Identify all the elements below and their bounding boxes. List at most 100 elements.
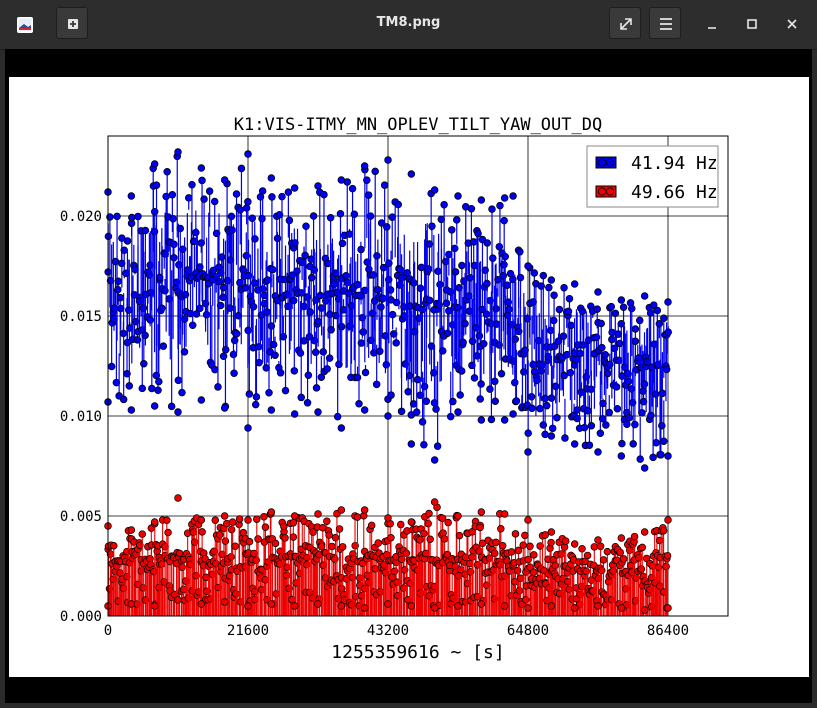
x-axis-label: 1255359616 ~ [s]	[331, 642, 504, 663]
data-point	[377, 303, 385, 311]
data-point-min	[220, 598, 229, 606]
y-tick-label: 0.005	[60, 509, 102, 525]
data-point	[590, 543, 599, 551]
new-document-button[interactable]	[56, 7, 88, 39]
data-point	[432, 405, 440, 413]
data-point	[511, 530, 520, 538]
data-point	[664, 328, 672, 336]
data-point	[470, 374, 479, 382]
data-point	[221, 345, 230, 354]
data-point	[251, 400, 260, 409]
data-point	[541, 394, 549, 403]
data-point	[128, 213, 136, 222]
maximize-icon[interactable]	[743, 15, 761, 33]
data-point	[635, 354, 643, 362]
data-point	[326, 310, 334, 319]
data-point	[560, 371, 569, 380]
data-point	[123, 237, 132, 245]
fullscreen-button[interactable]	[609, 7, 641, 39]
data-point	[416, 536, 424, 544]
data-point	[533, 376, 541, 385]
data-point	[200, 195, 208, 203]
data-point-max	[664, 516, 672, 524]
data-point	[443, 329, 452, 337]
data-point	[469, 238, 478, 246]
data-point	[281, 534, 289, 542]
data-point-min	[407, 602, 416, 610]
data-point	[450, 244, 459, 253]
data-point	[353, 373, 362, 382]
data-point	[420, 440, 428, 449]
data-point-min	[524, 448, 532, 456]
data-point	[503, 281, 512, 289]
minimize-icon[interactable]	[703, 15, 721, 33]
data-point-max	[477, 196, 486, 204]
data-point	[304, 371, 313, 379]
data-point-max	[454, 192, 462, 200]
data-point	[211, 365, 219, 374]
data-point-min	[314, 408, 322, 416]
data-point	[280, 522, 288, 531]
data-point	[528, 404, 536, 413]
data-point	[390, 567, 399, 576]
data-point-min	[640, 606, 649, 614]
data-point	[392, 339, 400, 347]
data-point	[164, 528, 172, 537]
data-point	[492, 538, 500, 547]
data-point	[202, 310, 211, 319]
plot-frame	[107, 135, 729, 617]
data-point	[655, 320, 664, 328]
data-point	[119, 395, 128, 404]
new-document-icon	[68, 19, 78, 29]
series-1	[104, 494, 672, 616]
data-point	[155, 377, 163, 386]
data-point	[598, 414, 607, 423]
data-point	[440, 535, 449, 543]
data-point	[619, 555, 628, 563]
data-point	[327, 326, 335, 334]
data-point	[500, 216, 508, 225]
data-point	[548, 424, 557, 433]
data-point	[376, 347, 384, 356]
data-point-min	[500, 416, 509, 424]
data-point	[261, 576, 270, 584]
data-point-max	[594, 288, 602, 296]
data-point	[348, 184, 357, 193]
data-point-max	[127, 526, 136, 534]
data-point	[487, 415, 496, 424]
data-point	[263, 308, 271, 316]
data-point	[397, 520, 405, 529]
data-point	[325, 531, 333, 539]
x-tick-label: 21600	[227, 623, 269, 639]
axis-ticks: 0 21600 43200 64800 86400 0.000 0.005 0.010 0.01…	[60, 209, 689, 639]
data-point	[159, 342, 168, 350]
data-point	[476, 395, 484, 403]
data-point-max	[290, 512, 299, 520]
data-point	[657, 451, 665, 459]
data-point	[361, 368, 370, 377]
menu-button[interactable]	[649, 7, 681, 39]
data-point-max	[174, 494, 182, 502]
data-point	[227, 553, 235, 561]
data-point	[226, 256, 235, 264]
legend-swatch-1	[595, 185, 617, 198]
data-point-min	[267, 600, 276, 608]
data-point	[311, 348, 320, 356]
data-point-min	[337, 602, 346, 610]
close-icon[interactable]	[783, 15, 801, 33]
data-point	[563, 350, 571, 359]
data-point-max	[150, 160, 159, 168]
data-point	[372, 380, 381, 389]
data-point-max	[314, 510, 322, 518]
data-point	[426, 535, 434, 544]
data-point-max	[547, 528, 556, 536]
data-point	[498, 541, 507, 550]
data-point	[412, 408, 421, 416]
data-point-min	[360, 406, 369, 414]
data-point	[402, 549, 411, 558]
data-point	[453, 216, 461, 224]
chart-title: K1:VIS-ITMY_MN_OPLEV_TILT_YAW_OUT_DQ	[234, 115, 602, 135]
data-point	[249, 302, 258, 311]
data-point	[639, 397, 648, 406]
data-point-max	[500, 510, 509, 518]
